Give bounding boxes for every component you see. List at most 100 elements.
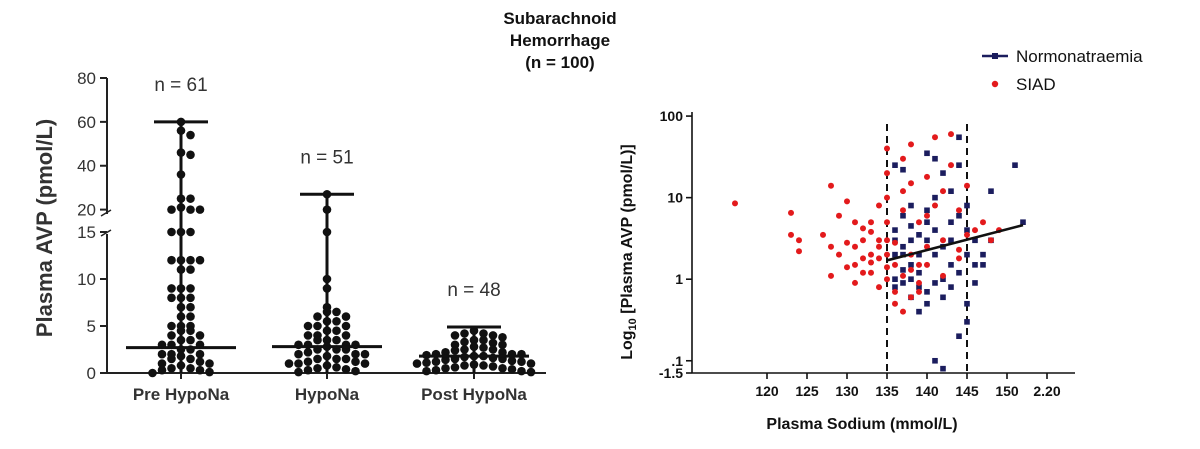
data-point	[460, 337, 469, 347]
title-line-3: (n = 100)	[525, 53, 595, 72]
data-point	[176, 284, 186, 293]
data-point	[422, 358, 431, 367]
data-point	[964, 227, 970, 233]
data-point	[341, 331, 351, 340]
left-x-tick-label: Post HypoNa	[421, 385, 527, 404]
left-x-tick-label: HypoNa	[295, 385, 360, 404]
data-point	[732, 200, 738, 207]
legend-normonatraemia-label: Normonatraemia	[1016, 47, 1143, 66]
left-y-ticks: 0 5 10 15 20 40 60 80	[77, 69, 107, 383]
chart-title: Subarachnoid Hemorrhage (n = 100)	[470, 8, 650, 74]
data-point	[844, 198, 850, 205]
data-point	[956, 255, 962, 262]
data-point	[341, 312, 351, 321]
legend: Normonatraemia SIAD	[982, 47, 1143, 94]
data-point	[167, 205, 176, 214]
right-y-axis-label-suffix: [Plasma AVP (pmol/L)]	[619, 144, 636, 318]
data-point	[1020, 219, 1026, 225]
data-point	[972, 227, 978, 234]
dot-groups: n = 61 n = 51 n = 48	[126, 75, 536, 378]
data-point	[186, 227, 195, 237]
data-point	[908, 294, 914, 301]
data-point	[157, 349, 167, 359]
data-point	[460, 345, 469, 354]
data-point	[948, 262, 954, 268]
data-point	[828, 272, 834, 279]
data-point	[351, 357, 360, 367]
trend-line-group	[886, 223, 1024, 262]
right-y-axis-label: Log10 [Plasma AVP (pmol/L)]	[619, 144, 639, 360]
data-point	[860, 225, 866, 232]
data-point	[900, 267, 906, 273]
data-point	[900, 212, 906, 219]
data-point	[322, 335, 332, 345]
data-point	[916, 269, 922, 276]
left-x-tick-label: Pre HypoNa	[133, 385, 230, 404]
data-point	[205, 367, 214, 377]
right-x-tick-label: 120	[755, 383, 779, 399]
left-y-tick-label: 40	[77, 157, 96, 176]
data-point	[332, 317, 341, 326]
data-point	[972, 262, 978, 268]
data-point	[972, 280, 978, 286]
data-point	[940, 272, 946, 279]
data-point	[507, 356, 517, 366]
data-point	[908, 223, 914, 229]
data-point	[332, 354, 341, 364]
right-x-tick-label: 140	[915, 383, 939, 399]
data-point	[176, 170, 186, 179]
data-point	[517, 366, 526, 376]
right-y-axis-label-sub: 10	[627, 318, 639, 330]
data-point	[498, 364, 507, 373]
data-point	[844, 264, 850, 271]
data-point	[916, 288, 922, 295]
data-point	[844, 239, 850, 246]
right-x-tick-label: 2.20	[1033, 383, 1060, 399]
data-point	[892, 227, 898, 233]
data-point	[916, 219, 922, 226]
data-point	[332, 307, 341, 317]
data-point	[796, 248, 802, 255]
data-point	[526, 359, 536, 368]
data-point	[450, 346, 460, 355]
data-point	[176, 265, 186, 274]
series-normonatraemia	[892, 134, 1026, 372]
legend-siad-marker	[991, 80, 999, 88]
data-point	[176, 227, 186, 237]
data-point	[479, 329, 488, 338]
data-point	[884, 276, 890, 283]
data-point	[195, 205, 205, 214]
left-y-tick-label: 15	[77, 223, 96, 242]
data-point	[884, 251, 890, 258]
dot-plot-panel: Plasma AVP (pmol/L) 0 5 10 15 20 40 60 80 n = 6…	[32, 69, 546, 404]
data-point	[341, 364, 351, 374]
data-point	[988, 237, 994, 244]
data-point	[868, 251, 874, 258]
data-point	[884, 194, 890, 201]
right-x-tick-label: 125	[795, 383, 819, 399]
data-point	[186, 130, 195, 140]
data-point	[294, 359, 303, 368]
data-point	[884, 237, 890, 244]
left-y-tick-label: 0	[87, 364, 96, 383]
data-point	[916, 251, 922, 258]
data-point	[932, 251, 938, 258]
data-point	[186, 326, 195, 336]
data-point	[860, 255, 866, 262]
data-point	[313, 335, 322, 345]
data-point	[988, 188, 994, 194]
data-point	[924, 237, 930, 244]
data-point	[828, 182, 834, 189]
data-point	[157, 365, 167, 375]
data-point	[498, 332, 507, 342]
data-point	[157, 359, 167, 368]
data-point	[948, 219, 954, 225]
data-point	[908, 237, 914, 244]
data-point	[167, 364, 176, 373]
data-point	[932, 227, 938, 233]
data-point	[422, 366, 431, 376]
data-point	[186, 354, 195, 364]
title-line-2: Hemorrhage	[509, 31, 611, 50]
data-point	[313, 312, 322, 321]
data-point	[176, 126, 186, 135]
